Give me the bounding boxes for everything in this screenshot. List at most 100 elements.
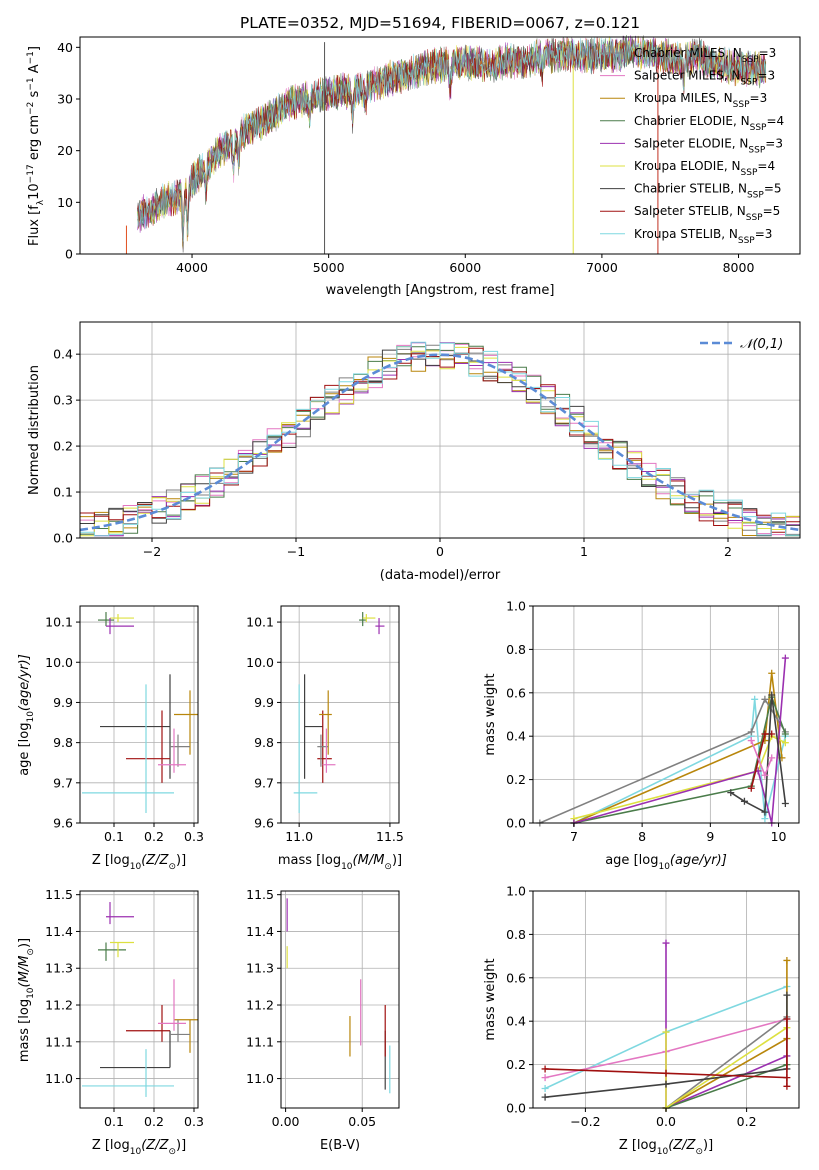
spectrum-xlabel: wavelength [Angstrom, rest frame]	[326, 283, 555, 298]
weight-age-marker	[781, 730, 789, 738]
weight-Z-xtick-label: −0.2	[570, 1114, 600, 1129]
age-mass-point-8	[375, 618, 385, 635]
mass-ebv-ytick-label: 11.2	[246, 998, 274, 1013]
axes-weight-Z: −0.2 0.0 0.2 0.0 0.2 0.4 0.6 0.8 1.0 mass weight Z…	[483, 884, 800, 1157]
weight-Z-xlabel: Z [log10(Z/Z⊙)]	[619, 1138, 713, 1157]
mass-Z-ytick-label: 11.4	[45, 924, 73, 939]
spectrum-xtick-label: 6000	[449, 260, 481, 275]
mass-ebv-xlabel: E(B-V)	[320, 1138, 360, 1153]
weight-age-ytick-label: 0.0	[506, 816, 526, 831]
weight-Z-marker	[783, 991, 791, 999]
figure-title: PLATE=0352, MJD=51694, FIBERID=0067, z=0…	[240, 14, 640, 32]
residuals-ytick-label: 0.2	[53, 439, 73, 454]
weight-age-marker	[740, 797, 748, 805]
mass-ebv-ytick-label: 11.3	[246, 961, 274, 976]
weight-Z-xtick-label: 0.2	[737, 1114, 757, 1129]
residuals-xtick-label: 1	[580, 544, 588, 559]
weight-age-marker	[747, 737, 755, 745]
axes-mass-ebv: 0.00 0.05 11.0 11.1 11.2 11.3 11.4 11.5 E(B-V)	[246, 887, 400, 1153]
age-Z-ytick-label: 10.1	[45, 615, 73, 630]
weight-age-series-line	[573, 658, 787, 824]
weight-age-series-line	[573, 694, 787, 824]
age-mass-frame	[280, 605, 400, 824]
age-Z-point-5	[82, 684, 174, 813]
axes-age-Z: 0.1 0.2 0.3 9.6 9.7 9.8 9.9 10.0 10.1 Z [log10(Z/…	[17, 605, 204, 872]
weight-Z-series-6	[662, 1024, 791, 1112]
residuals-xtick-label: −2	[143, 544, 161, 559]
residuals-xlabel: (data-model)/error	[380, 568, 501, 583]
age-mass-xlabel: mass [log10(M/M⊙)]	[278, 853, 402, 872]
age-Z-ytick-label: 9.8	[53, 735, 73, 750]
mass-Z-ytick-label: 11.3	[45, 961, 73, 976]
weight-age-marker	[781, 799, 789, 807]
weight-age-ytick-label: 0.8	[506, 642, 526, 657]
weight-age-ytick-label: 1.0	[506, 599, 526, 614]
mass-Z-point-5	[82, 1049, 174, 1097]
mass-Z-xtick-label: 0.2	[144, 1114, 164, 1129]
axes-weight-age: 7 8 9 10 0.0 0.2 0.4 0.6 0.8 1.0 mass weight age [l…	[483, 599, 800, 872]
weight-Z-ytick-label: 0.4	[506, 1014, 526, 1029]
legend-label-1: Salpeter MILES, NSSP=3	[634, 69, 775, 88]
mass-Z-point-0	[100, 1030, 171, 1069]
mass-Z-ytick-label: 11.1	[45, 1034, 73, 1049]
age-Z-xtick-label: 0.1	[104, 829, 124, 844]
axes-age-mass: 11.0 11.5 9.6 9.7 9.8 9.9 10.0 10.1 mass [log10(…	[246, 605, 404, 872]
age-Z-xtick-label: 0.3	[184, 829, 204, 844]
mass-ebv-frame	[280, 890, 400, 1109]
age-mass-ytick-label: 10.1	[246, 615, 274, 630]
weight-age-series-line	[573, 673, 783, 824]
legend-label-2: Kroupa MILES, NSSP=3	[634, 91, 767, 110]
weight-Z-marker	[662, 1028, 670, 1036]
legend-label-4: Salpeter ELODIE, NSSP=3	[634, 136, 783, 155]
weight-age-marker	[761, 808, 769, 816]
spectrum-ytick-label: 0	[65, 247, 73, 262]
residuals-ytick-label: 0.4	[53, 347, 73, 362]
mass-Z-point-6	[98, 942, 126, 961]
age-Z-ylabel: age [log10(age/yr)]	[17, 654, 36, 776]
age-mass-xtick-label: 11.0	[285, 829, 313, 844]
mass-Z-frame	[79, 890, 199, 1109]
weight-Z-series-8	[541, 1015, 791, 1090]
mass-Z-ytick-label: 11.5	[45, 887, 73, 902]
legend-label-5: Kroupa ELODIE, NSSP=4	[634, 159, 775, 178]
weight-Z-marker	[541, 1084, 549, 1092]
weight-Z-marker	[783, 1015, 791, 1023]
weight-age-marker	[761, 695, 769, 703]
age-Z-point-7	[110, 614, 134, 623]
age-mass-ytick-label: 9.6	[254, 816, 274, 831]
weight-age-frame	[532, 605, 800, 824]
axes-spectrum: 4000 5000 6000 7000 8000 0 10 20 30 40 wavelength …	[26, 34, 801, 298]
mass-ebv-xtick-label: 0.00	[272, 1114, 300, 1129]
weight-Z-marker	[662, 939, 670, 947]
gaussian-legend-label: 𝒩(0,1)	[740, 337, 783, 352]
weight-Z-xtick-label: 0.0	[656, 1114, 676, 1129]
axes-mass-Z: 0.1 0.2 0.3 11.0 11.1 11.2 11.3 11.4 11.5 Z [log1…	[17, 887, 204, 1157]
weight-age-marker	[781, 739, 789, 747]
mass-Z-point-8	[106, 902, 134, 925]
spectrum-xtick-label: 7000	[586, 260, 618, 275]
weight-age-ylabel: mass weight	[483, 673, 498, 755]
legend-label-7: Salpeter STELIB, NSSP=5	[634, 204, 780, 223]
residuals-ytick-label: 0.3	[53, 393, 73, 408]
weight-age-series-line	[573, 699, 787, 824]
gaussian-curve	[79, 353, 801, 532]
spectrum-xtick-label: 4000	[176, 260, 208, 275]
mass-ebv-ytick-label: 11.5	[246, 887, 274, 902]
weight-Z-ytick-label: 0.0	[506, 1101, 526, 1116]
age-Z-point-2	[174, 690, 198, 755]
weight-age-ytick-label: 0.6	[506, 685, 526, 700]
age-Z-point-1	[126, 710, 170, 783]
mass-ebv-ytick-label: 11.0	[246, 1071, 274, 1086]
weight-Z-marker	[783, 1082, 791, 1090]
spectrum-xtick-label: 8000	[723, 260, 755, 275]
mass-Z-point-4	[158, 979, 186, 1031]
weight-Z-series-line	[665, 1016, 788, 1109]
weight-age-series-1	[570, 669, 786, 827]
age-mass-point-2	[319, 690, 332, 755]
age-Z-point-6	[98, 612, 114, 627]
weight-age-marker	[761, 771, 769, 779]
mass-ebv-ytick-label: 11.4	[246, 924, 274, 939]
weight-Z-ytick-label: 0.2	[506, 1057, 526, 1072]
weight-Z-ytick-label: 0.8	[506, 927, 526, 942]
